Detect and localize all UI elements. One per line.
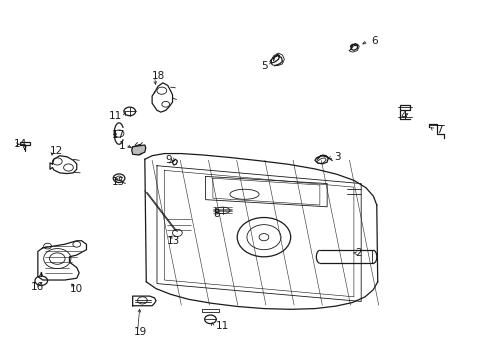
Text: 1: 1 (119, 141, 125, 151)
Text: 9: 9 (164, 156, 171, 165)
Text: 11: 11 (108, 111, 122, 121)
Polygon shape (131, 145, 145, 155)
Text: 3: 3 (334, 152, 340, 162)
Text: 8: 8 (212, 209, 219, 219)
Text: 11: 11 (215, 321, 228, 332)
Text: 15: 15 (112, 177, 125, 187)
Text: 16: 16 (31, 282, 44, 292)
Polygon shape (132, 144, 142, 155)
Text: 13: 13 (166, 236, 180, 246)
Text: 12: 12 (50, 147, 63, 157)
Text: 2: 2 (355, 248, 361, 258)
Text: 7: 7 (436, 125, 442, 135)
Text: 14: 14 (14, 139, 27, 149)
Text: 19: 19 (133, 327, 146, 337)
Text: 17: 17 (112, 130, 125, 140)
Text: 10: 10 (70, 284, 83, 294)
Text: 18: 18 (152, 71, 165, 81)
Text: 4: 4 (399, 111, 406, 121)
Text: 5: 5 (261, 61, 267, 71)
Text: 6: 6 (370, 36, 377, 46)
